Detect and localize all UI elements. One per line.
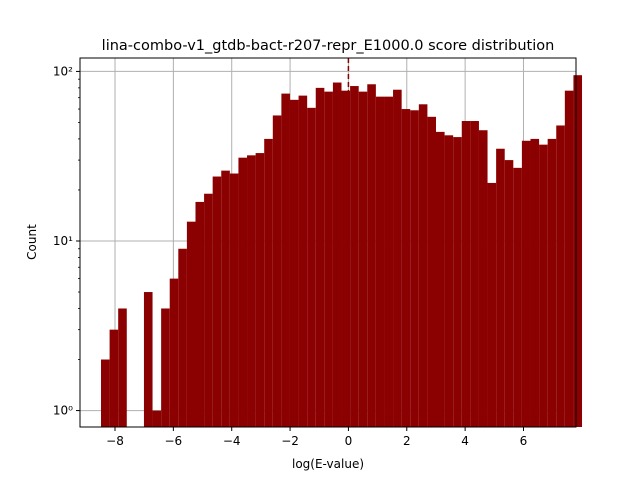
histogram-bar	[427, 116, 436, 428]
histogram-bar	[453, 137, 462, 428]
x-axis-label: log(E-value)	[292, 457, 364, 471]
y-axis-ticks: 10⁰ 10¹ 10²	[53, 64, 80, 418]
histogram-bar	[289, 99, 299, 427]
histogram-bar	[504, 160, 514, 427]
histogram-bar	[109, 329, 119, 427]
histogram-bar	[367, 84, 376, 428]
histogram-bar	[470, 121, 479, 427]
histogram-bar	[324, 91, 333, 428]
histogram-bar	[307, 107, 316, 427]
histogram-bar	[212, 176, 222, 427]
histogram-bar	[221, 170, 230, 427]
histogram-bar	[247, 155, 256, 427]
histogram-bar	[418, 104, 428, 428]
x-tick-label: 4	[461, 434, 469, 448]
histogram-bar	[178, 248, 187, 427]
histogram-bar	[118, 308, 127, 427]
histogram-bar	[315, 87, 325, 428]
histogram-bar	[195, 201, 205, 427]
histogram-bar	[152, 410, 162, 427]
histogram-bar	[410, 110, 419, 427]
histogram-bar	[255, 153, 265, 428]
histogram-bar	[101, 359, 110, 427]
histogram-bar	[332, 82, 342, 427]
x-axis-ticks: −8 −6 −4 −2 0 2 4 6	[106, 427, 527, 448]
histogram-bar	[272, 115, 282, 427]
histogram-bar	[556, 125, 565, 427]
histogram-bar	[229, 173, 239, 427]
histogram-bar	[264, 138, 273, 427]
histogram-bar	[401, 109, 411, 427]
histogram-bar	[281, 93, 290, 427]
histogram-bar	[350, 86, 359, 427]
histogram-bar	[435, 131, 445, 427]
histogram-bar	[204, 193, 213, 427]
x-tick-label: 2	[403, 434, 411, 448]
histogram-bar	[496, 148, 505, 427]
y-tick-label: 10⁰	[53, 404, 73, 418]
histogram-bar	[143, 292, 153, 427]
histogram-bar	[393, 89, 402, 427]
histogram-bar	[341, 90, 351, 427]
histogram-bar	[521, 140, 531, 427]
histogram-bar	[358, 91, 368, 428]
histogram-bars	[101, 75, 583, 428]
x-tick-label: 0	[345, 434, 353, 448]
histogram-bar	[384, 96, 394, 427]
histogram-bar	[238, 157, 248, 427]
histogram-bar	[375, 96, 385, 427]
x-tick-label: −2	[281, 434, 299, 448]
histogram-bar	[444, 135, 454, 427]
histogram-bar	[564, 90, 574, 427]
histogram-bar	[161, 308, 170, 427]
x-tick-label: 6	[520, 434, 528, 448]
histogram-bar	[487, 182, 497, 427]
histogram-bar	[186, 221, 196, 427]
chart-title: lina-combo-v1_gtdb-bact-r207-repr_E1000.…	[102, 38, 555, 54]
histogram-bar	[530, 138, 540, 427]
x-tick-label: −4	[223, 434, 241, 448]
histogram-bar	[513, 167, 522, 427]
y-axis-label: Count	[25, 224, 39, 260]
histogram-bar	[539, 144, 548, 427]
histogram-bar	[573, 75, 583, 427]
x-tick-label: −6	[165, 434, 183, 448]
histogram-bar	[547, 138, 557, 427]
y-tick-label: 10²	[53, 64, 73, 78]
histogram-bar	[169, 278, 179, 427]
x-tick-label: −8	[106, 434, 124, 448]
histogram-bar	[298, 95, 308, 428]
y-tick-label: 10¹	[53, 234, 73, 248]
histogram-bar	[478, 130, 488, 427]
plot-frame	[79, 57, 577, 428]
histogram-bar	[461, 121, 471, 427]
